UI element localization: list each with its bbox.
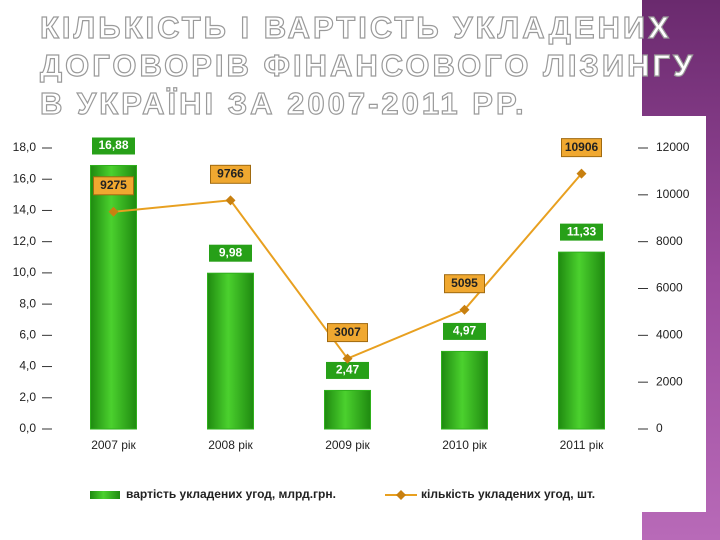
bar [90, 164, 137, 430]
legend-label: кількість укладених угод, шт. [421, 487, 595, 501]
value-label: 2,47 [336, 363, 360, 377]
bar [207, 272, 254, 430]
y-tick-label: 2,0 [19, 390, 36, 404]
y-tick-label: 4,0 [19, 359, 36, 373]
legend-swatch [396, 490, 406, 500]
y-tick-label: 6,0 [19, 328, 36, 342]
value-label-box [93, 176, 134, 196]
value-label-box [210, 164, 251, 184]
value-label: 9766 [217, 166, 244, 180]
legend-swatch [90, 491, 120, 499]
point [108, 206, 119, 217]
value-label-box [327, 323, 368, 343]
point [459, 304, 470, 315]
value-label-box [561, 138, 602, 158]
point [576, 168, 587, 179]
y-tick-label: 8,0 [19, 296, 36, 310]
value-label: 4,97 [453, 324, 477, 338]
x-tick-label: 2011 рік [560, 438, 604, 452]
value-label: 3007 [334, 325, 361, 339]
value-label: 9,98 [219, 245, 243, 259]
x-tick-label: 2008 рік [208, 438, 253, 452]
bar [558, 251, 605, 430]
y-tick-label: 16,0 [13, 171, 37, 185]
y2-tick-label: 4000 [656, 328, 683, 342]
x-tick-label: 2010 рік [442, 438, 487, 452]
y2-tick-label: 10000 [656, 187, 690, 201]
value-label: 16,88 [98, 138, 128, 152]
x-tick-label: 2009 рік [325, 438, 370, 452]
value-label: 5095 [451, 276, 478, 290]
y-tick-label: 10,0 [13, 265, 37, 279]
y-tick-label: 12,0 [13, 234, 37, 248]
y2-tick-label: 8000 [656, 234, 683, 248]
point [342, 353, 353, 364]
title-line: КІЛЬКІСТЬ І ВАРТІСТЬ УКЛАДЕНИХ [40, 10, 672, 45]
value-label-box [559, 222, 604, 242]
value-label: 11,33 [567, 224, 597, 238]
y-tick-label: 18,0 [13, 140, 37, 154]
value-label-box [91, 136, 136, 156]
value-label-box [442, 321, 487, 341]
x-tick-label: 2007 рік [91, 438, 136, 452]
value-label-box [208, 243, 253, 263]
legend-label: вартість укладених угод, млрд.грн. [126, 487, 336, 501]
chart: 0,0 2,0 4,0 6,0 8,0 10,0 12,0 14,0 16,0 18,0 0 2000… [13, 136, 690, 501]
y2-tick-label: 0 [656, 421, 663, 435]
title-line: В УКРАЇНІ ЗА 2007-2011 РР. [40, 86, 527, 121]
value-label-box [444, 274, 485, 294]
bar [324, 389, 371, 430]
title-line: ДОГОВОРІВ ФІНАНСОВОГО ЛІЗИНГУ [40, 48, 695, 83]
y-tick-label: 0,0 [19, 421, 36, 435]
y2-tick-label: 2000 [656, 374, 683, 388]
y-tick-label: 14,0 [13, 203, 37, 217]
y2-tick-label: 6000 [656, 281, 683, 295]
bar [441, 350, 488, 430]
value-label: 10906 [565, 140, 599, 154]
point [225, 195, 236, 206]
y2-tick-label: 12000 [656, 140, 690, 154]
value-label: 9275 [100, 178, 127, 192]
